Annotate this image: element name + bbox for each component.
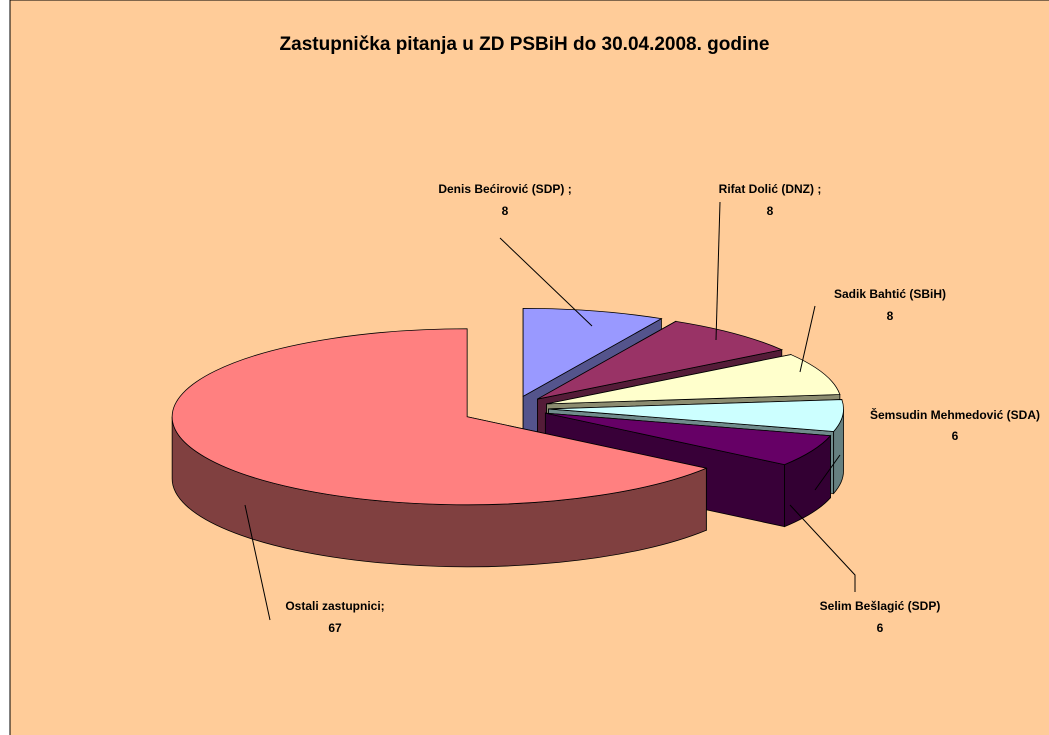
data-label: Rifat Dolić (DNZ) ; 8 — [690, 178, 850, 222]
slice-top — [522, 307, 663, 398]
label-value: 8 — [766, 204, 774, 218]
pie-slice — [171, 328, 708, 568]
label-value: 6 — [876, 621, 884, 635]
leader-line — [499, 237, 593, 327]
data-label: Selim Bešlagić (SDP) 6 — [790, 595, 970, 639]
label-value: 6 — [951, 429, 959, 443]
label-name: Rifat Dolić (DNZ) ; — [718, 182, 822, 196]
label-value: 8 — [501, 204, 509, 218]
data-label: Ostali zastupnici; 67 — [245, 595, 425, 639]
data-label: Šemsudin Mehmedović (SDA) 6 — [865, 405, 1045, 447]
data-label: Denis Bećirović (SDP) ; 8 — [395, 178, 615, 222]
slice-top — [548, 399, 844, 432]
label-value: 67 — [328, 621, 342, 635]
leader-line — [244, 504, 271, 621]
label-name: Selim Bešlagić (SDP) — [819, 599, 941, 613]
label-value: 8 — [886, 309, 894, 323]
label-name: Denis Bećirović (SDP) ; — [438, 182, 572, 196]
data-label: Sadik Bahtić (SBiH) 8 — [810, 283, 970, 327]
leader-line — [814, 454, 841, 491]
label-name: Šemsudin Mehmedović (SDA) — [869, 408, 1041, 422]
slice-top — [546, 354, 841, 405]
slice-top — [545, 412, 832, 466]
leader-line — [789, 504, 856, 592]
leader-line — [715, 201, 721, 341]
leader-line — [799, 305, 816, 373]
slice-top — [171, 328, 708, 506]
slice-top — [537, 320, 784, 400]
label-name: Ostali zastupnici; — [285, 599, 385, 613]
label-name: Sadik Bahtić (SBiH) — [833, 287, 947, 301]
chart-title: Zastupnička pitanja u ZD PSBiH do 30.04.… — [279, 34, 770, 55]
